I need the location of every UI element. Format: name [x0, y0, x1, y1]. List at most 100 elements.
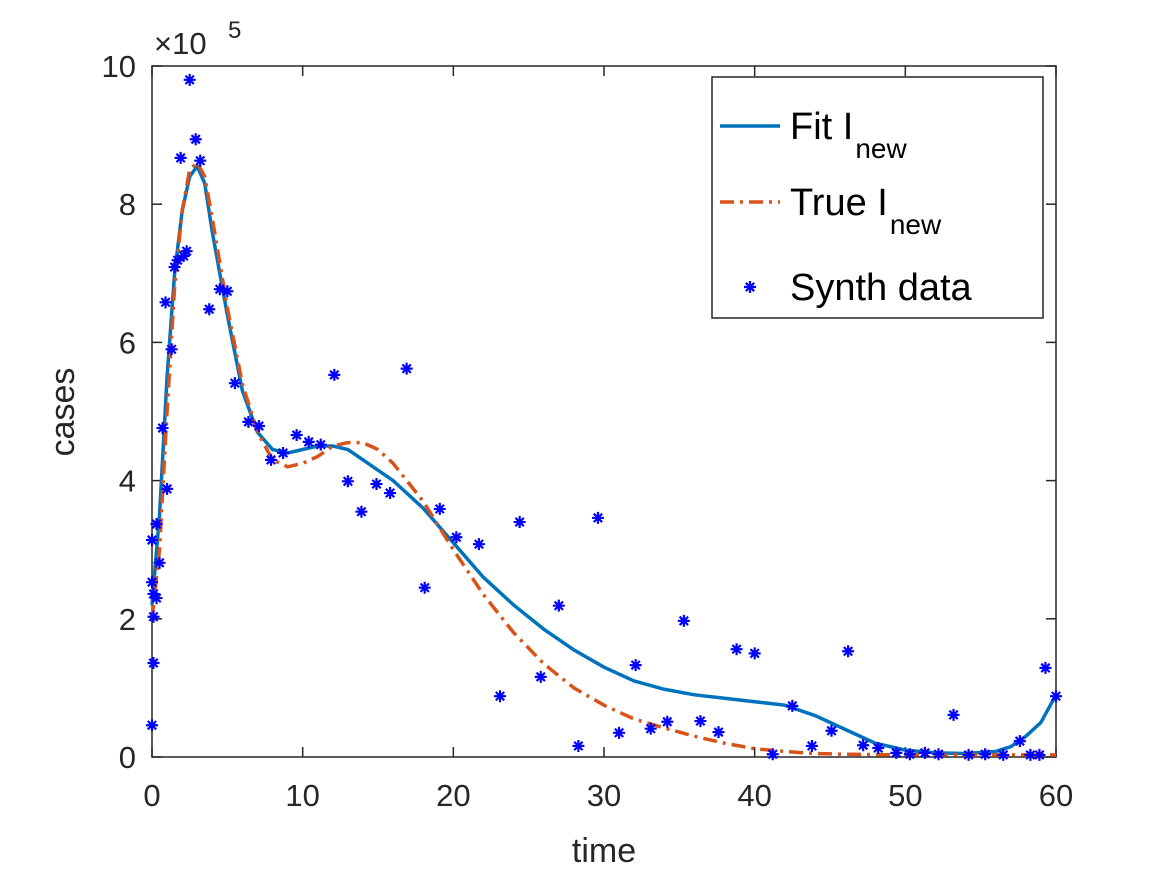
data-point — [180, 245, 193, 258]
data-point — [918, 746, 931, 759]
data-point — [194, 154, 207, 167]
data-point — [370, 478, 383, 491]
data-point — [221, 285, 234, 298]
data-point — [872, 742, 885, 755]
data-point — [730, 643, 743, 656]
data-point — [147, 610, 160, 623]
data-point — [932, 748, 945, 761]
data-point — [228, 377, 241, 390]
data-point — [213, 283, 226, 296]
x-tick-label: 60 — [1039, 778, 1073, 813]
data-point — [384, 487, 397, 500]
data-point — [156, 422, 169, 435]
data-point — [591, 511, 604, 524]
x-tick-label: 20 — [436, 778, 470, 813]
data-point — [153, 556, 166, 569]
data-point — [534, 670, 547, 683]
data-point — [629, 659, 642, 672]
data-point — [997, 748, 1010, 761]
x-tick-label: 30 — [587, 778, 621, 813]
data-point — [572, 739, 585, 752]
y-axis-label: cases — [44, 368, 82, 457]
data-point — [644, 722, 657, 735]
data-point — [242, 415, 255, 428]
data-point — [159, 296, 172, 309]
data-point — [290, 428, 303, 441]
data-point — [962, 748, 975, 761]
data-point — [146, 576, 158, 589]
data-point — [450, 531, 463, 544]
x-axis-label: time — [572, 832, 636, 870]
y-tick-label: 2 — [119, 602, 136, 637]
data-point — [513, 516, 526, 529]
data-point — [168, 261, 181, 274]
x-tick-label: 10 — [285, 778, 319, 813]
data-point — [400, 362, 413, 375]
data-point — [165, 343, 178, 356]
data-point — [171, 254, 184, 267]
data-point — [857, 739, 870, 752]
y-tick-label: 4 — [119, 464, 136, 499]
data-point — [748, 647, 761, 660]
data-point — [183, 73, 196, 86]
data-point — [552, 599, 565, 612]
data-point — [174, 151, 187, 164]
data-point — [355, 505, 368, 518]
x-tick-label: 40 — [737, 778, 771, 813]
legend-label: Fit I — [790, 106, 853, 148]
y-multiplier: ×10 — [154, 26, 207, 61]
legend-label: Synth data — [790, 267, 973, 309]
data-point — [825, 724, 838, 737]
legend-label-subscript: new — [890, 209, 942, 240]
legend-label: True I — [790, 182, 888, 224]
data-point — [712, 726, 725, 739]
x-tick-label: 0 — [143, 778, 160, 813]
data-point — [341, 475, 354, 488]
data-point — [903, 748, 916, 761]
data-point — [147, 657, 160, 670]
data-point — [177, 250, 190, 263]
data-point — [677, 614, 690, 627]
data-point — [252, 420, 265, 433]
data-point — [1050, 690, 1062, 703]
data-point — [314, 438, 327, 451]
data-point — [302, 435, 315, 448]
data-point — [418, 581, 431, 594]
data-point — [1039, 661, 1052, 674]
data-point — [494, 690, 507, 703]
y-tick-label: 8 — [119, 187, 136, 222]
legend-swatch — [744, 281, 756, 293]
y-tick-label: 6 — [119, 325, 136, 360]
data-point — [203, 303, 216, 316]
data-point — [161, 482, 174, 495]
data-point — [328, 368, 341, 381]
data-point — [277, 446, 290, 459]
data-point — [433, 502, 446, 515]
data-point — [1024, 748, 1037, 761]
data-point — [805, 739, 818, 752]
y-tick-label: 10 — [102, 49, 136, 84]
x-tick-label: 50 — [888, 778, 922, 813]
data-point — [613, 726, 626, 739]
data-point — [661, 715, 674, 728]
data-point — [146, 534, 158, 547]
data-point — [694, 715, 707, 728]
axes-box — [151, 65, 1057, 758]
y-multiplier-exponent: 5 — [228, 17, 241, 44]
data-point — [786, 699, 799, 712]
data-point — [150, 518, 163, 531]
data-point — [947, 708, 960, 721]
data-point — [1033, 748, 1046, 761]
data-point — [842, 645, 855, 658]
data-point — [890, 746, 903, 759]
data-point — [979, 748, 992, 761]
data-point — [1013, 735, 1026, 748]
data-point — [472, 538, 485, 551]
data-point — [150, 592, 163, 605]
data-point — [265, 453, 278, 466]
legend-label-subscript: new — [855, 133, 907, 164]
line-series — [150, 159, 1056, 757]
data-point — [766, 748, 779, 761]
legend-box — [711, 76, 1044, 319]
